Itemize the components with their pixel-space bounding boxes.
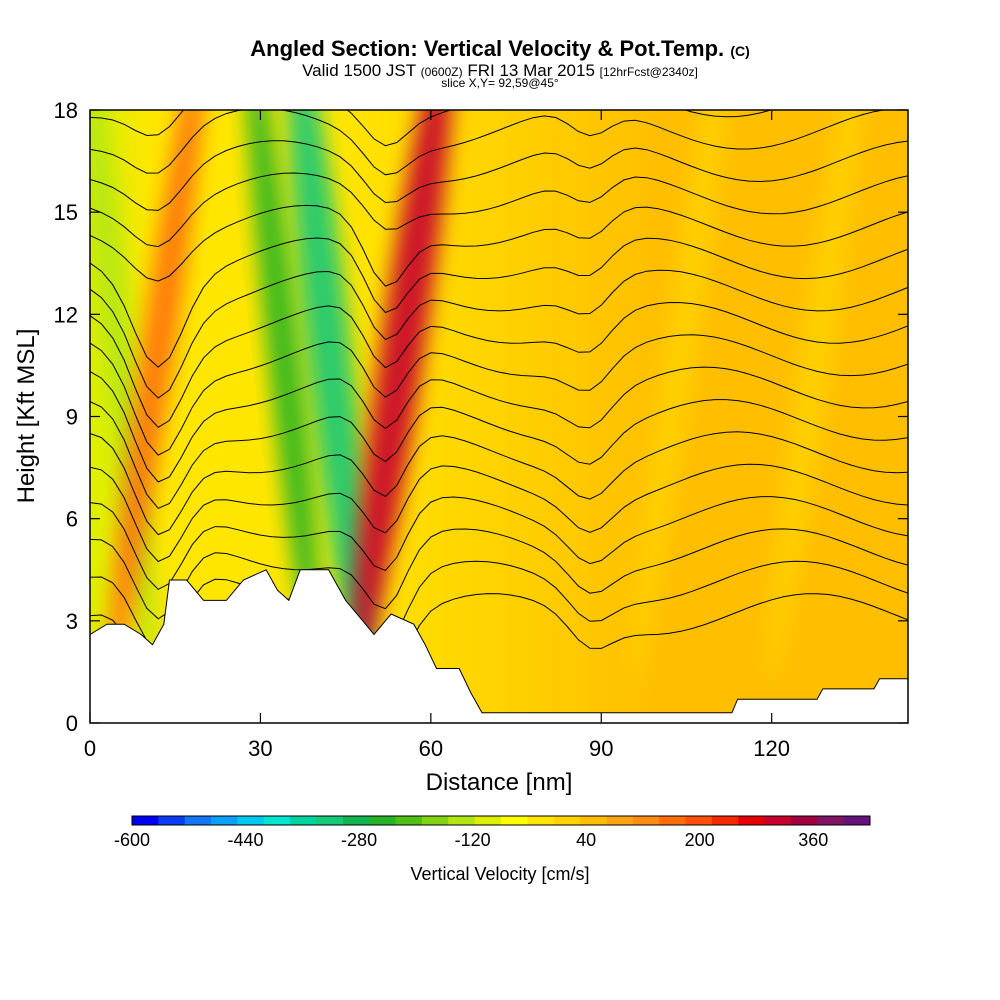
plot-area: [89, 109, 909, 724]
colorbar-swatch: [501, 816, 528, 825]
x-tick-label: 90: [589, 736, 613, 761]
y-tick-label: 12: [54, 302, 78, 327]
colorbar-swatch: [632, 816, 660, 825]
x-axis-label: Distance [nm]: [426, 769, 573, 796]
downdraft-band-0: [244, 110, 322, 684]
colorbar-swatch: [290, 816, 317, 825]
theta-contour: [90, 334, 908, 456]
theta-contour: [90, 463, 908, 563]
colorbar-swatch: [158, 816, 186, 825]
theta-contour: [90, 431, 908, 536]
title-unit: (C): [730, 43, 750, 59]
theta-contour: [90, 301, 908, 428]
colorbar-swatch: [659, 816, 686, 825]
colorbar-swatch: [685, 816, 713, 825]
y-tick-label: 9: [66, 405, 78, 430]
colorbar-tick-label: -600: [114, 830, 150, 850]
colorbar-label: Vertical Velocity [cm/s]: [410, 864, 589, 884]
y-tick-label: 3: [66, 609, 78, 634]
theta-contour: [90, 204, 908, 287]
x-tick-label: 30: [248, 736, 272, 761]
theta-contour: [90, 496, 908, 591]
theta-contour: [90, 237, 908, 368]
theta-contour: [90, 172, 908, 248]
colorbar-tick-label: 360: [798, 830, 828, 850]
colorbar-swatch: [184, 816, 212, 825]
colorbar: -600 -440 -280 -120 40 200 360: [114, 815, 871, 850]
colorbar-swatch: [316, 816, 344, 825]
y-tick-label: 15: [54, 200, 78, 225]
valid-prefix: Valid 1500 JST: [302, 61, 416, 80]
colorbar-swatch: [606, 816, 634, 825]
theta-contour: [90, 399, 908, 509]
title-main: Angled Section: Vertical Velocity & Pot.…: [250, 36, 725, 61]
valid-date: FRI 13 Mar 2015: [467, 61, 595, 80]
colorbar-swatch: [553, 816, 581, 825]
colorbar-frame: [131, 815, 871, 826]
colorbar-tick-label: -280: [341, 830, 377, 850]
colorbar-swatch: [132, 816, 159, 825]
colorbar-swatch: [738, 816, 766, 825]
updraft-band-6: [767, 110, 867, 683]
colorbar-swatch: [263, 816, 291, 825]
x-tick-label: 120: [753, 736, 790, 761]
colorbar-tick-label: -440: [228, 830, 264, 850]
y-axis-label: Height [Kft MSL]: [13, 329, 40, 504]
valid-utc: (0600Z): [420, 65, 463, 79]
colorbar-swatch: [711, 816, 739, 825]
colorbar-swatch: [369, 816, 397, 825]
downdraft-band-1: [287, 110, 371, 684]
colorbar-tick-label: -120: [455, 830, 491, 850]
colorbar-swatch: [448, 816, 476, 825]
theta-contour: [90, 269, 908, 399]
colorbar-swatch: [764, 816, 792, 825]
y-tick-label: 0: [66, 711, 78, 736]
colorbar-swatch: [421, 816, 449, 825]
y-tick-label: 6: [66, 507, 78, 532]
colorbar-tick-label: 200: [685, 830, 715, 850]
colorbar-swatch: [342, 816, 370, 825]
colorbar-swatch: [395, 816, 423, 825]
colorbar-swatch: [790, 816, 818, 825]
chart-title: Angled Section: Vertical Velocity & Pot.…: [0, 36, 1000, 62]
y-axis: 0 3 6 9 12 15 18: [54, 98, 908, 736]
colorbar-swatch: [211, 816, 238, 825]
x-tick-label: 60: [419, 736, 443, 761]
theta-contour: [90, 366, 908, 483]
slice-info: slice X,Y= 92,59@45°: [441, 76, 559, 90]
theta-contour: [90, 110, 887, 176]
y-tick-label: 18: [54, 98, 78, 123]
terrain: [89, 569, 909, 724]
updraft-band-4: [350, 110, 455, 683]
colorbar-swatch: [474, 816, 502, 825]
theta-contour: [90, 528, 908, 620]
colorbar-tick-label: 40: [576, 830, 596, 850]
forecast-note: [12hrFcst@2340z]: [599, 65, 698, 79]
updraft-band-5: [631, 110, 731, 683]
colorbar-swatch: [580, 816, 607, 825]
colorbar-swatch: [843, 816, 871, 825]
colorbar-swatch: [237, 816, 265, 825]
x-axis: 0 30 60 90 120: [84, 110, 790, 761]
chart-subtitle: Valid 1500 JST (0600Z) FRI 13 Mar 2015 […: [0, 61, 1000, 81]
colorbar-swatch: [527, 816, 555, 825]
updraft-band-3: [108, 110, 208, 683]
x-tick-label: 0: [84, 736, 96, 761]
theta-contour: [90, 560, 908, 651]
theta-contour: [90, 140, 908, 211]
colorbar-swatch: [817, 816, 845, 825]
